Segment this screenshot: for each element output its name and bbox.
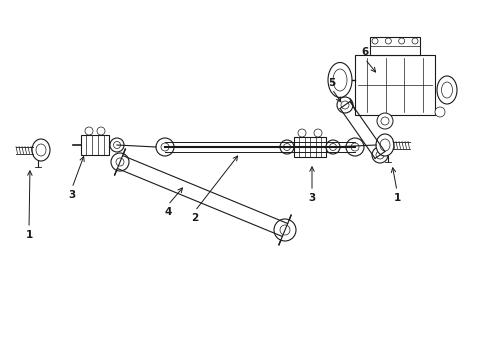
- Circle shape: [329, 144, 337, 150]
- Text: 1: 1: [25, 230, 33, 240]
- Circle shape: [280, 225, 290, 235]
- Circle shape: [341, 101, 349, 109]
- Ellipse shape: [437, 76, 457, 104]
- Circle shape: [381, 117, 389, 125]
- Circle shape: [111, 153, 129, 171]
- Circle shape: [284, 144, 291, 150]
- Circle shape: [377, 113, 393, 129]
- Circle shape: [161, 143, 169, 151]
- Circle shape: [326, 140, 340, 154]
- Ellipse shape: [333, 69, 347, 91]
- Ellipse shape: [441, 82, 452, 98]
- Circle shape: [346, 138, 364, 156]
- Ellipse shape: [376, 134, 394, 156]
- Ellipse shape: [380, 139, 390, 151]
- Text: 4: 4: [164, 207, 171, 217]
- Text: 6: 6: [361, 47, 368, 57]
- Circle shape: [351, 143, 359, 151]
- Text: 5: 5: [328, 78, 336, 88]
- Ellipse shape: [32, 139, 50, 161]
- Bar: [81, 135, 109, 155]
- Circle shape: [337, 97, 353, 113]
- Circle shape: [298, 129, 306, 137]
- Bar: [370, 37, 420, 55]
- Text: 1: 1: [393, 193, 401, 203]
- Circle shape: [412, 38, 418, 44]
- Circle shape: [97, 127, 105, 135]
- Circle shape: [85, 127, 93, 135]
- Circle shape: [399, 38, 405, 44]
- Bar: [294, 137, 326, 157]
- Circle shape: [376, 151, 384, 159]
- Ellipse shape: [328, 63, 352, 98]
- Circle shape: [110, 138, 124, 152]
- Circle shape: [385, 38, 392, 44]
- Bar: [355, 55, 435, 115]
- Text: 2: 2: [192, 213, 198, 223]
- Text: 3: 3: [308, 193, 316, 203]
- Ellipse shape: [36, 144, 46, 156]
- Circle shape: [372, 38, 378, 44]
- Circle shape: [116, 158, 124, 166]
- Text: 3: 3: [69, 190, 75, 200]
- Circle shape: [114, 141, 121, 149]
- Circle shape: [156, 138, 174, 156]
- Circle shape: [372, 147, 388, 163]
- Circle shape: [314, 129, 322, 137]
- Circle shape: [280, 140, 294, 154]
- Circle shape: [435, 107, 445, 117]
- Circle shape: [274, 219, 296, 241]
